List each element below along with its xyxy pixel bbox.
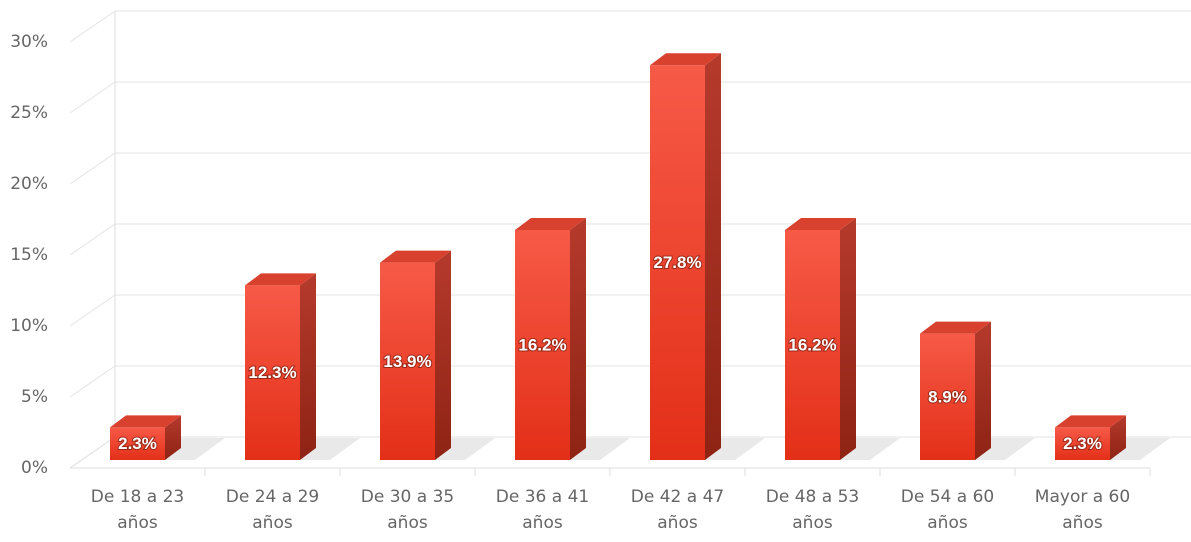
value-label: 2.3% [118,434,157,453]
y-tick-label: 5% [21,387,48,407]
bar-top [1055,415,1126,428]
bar [1055,427,1110,460]
grid-diag [69,436,116,469]
y-tick-label: 0% [21,458,48,478]
bar [920,333,975,460]
bar-side [975,321,991,460]
value-label: 13.9% [383,352,431,371]
bar-top [110,415,181,428]
y-tick-label: 20% [10,174,48,194]
x-tick-label: De 36 a 41 años [495,487,590,533]
x-tick-label: Mayor a 60 años [1034,487,1131,533]
grid-diag [69,10,116,43]
bar [245,285,300,460]
grid-diag [69,294,116,327]
value-label: 27.8% [653,253,701,272]
value-label: 2.3% [1063,434,1102,453]
grid-diag [69,81,116,114]
grid-diag [69,365,116,398]
x-tick-label: De 18 a 23 años [90,487,185,533]
x-tick-label: De 54 a 60 años [900,487,995,533]
y-tick-label: 25% [10,103,48,123]
bar [110,427,165,460]
bar-side [1110,415,1126,460]
y-tick-label: 15% [10,245,48,265]
bar [785,229,840,460]
bar [515,229,570,460]
bar-top [920,321,991,334]
bar-side [840,217,856,460]
value-label: 8.9% [928,387,967,406]
bar [380,262,435,460]
bar-side [705,53,721,461]
grid-diag [69,223,116,256]
bar-top [245,273,316,286]
x-tick-label: De 48 a 53 años [765,487,860,533]
y-tick-label: 10% [10,316,48,336]
y-tick-label: 30% [10,32,48,52]
x-tick-label: De 24 a 29 años [225,487,320,533]
value-label: 16.2% [788,335,836,354]
grid-diag [69,152,116,185]
bar [650,65,705,461]
bar-side [300,273,316,460]
value-label: 16.2% [518,335,566,354]
bar-side [165,415,181,460]
bar-top [380,250,451,263]
value-label: 12.3% [248,363,296,382]
bar-top [515,217,586,230]
bar-side [435,250,451,460]
x-tick-label: De 30 a 35 años [360,487,455,533]
bar-top [785,217,856,230]
bar-side [570,217,586,460]
bar-top [650,53,721,66]
x-tick-label: De 42 a 47 años [630,487,725,533]
